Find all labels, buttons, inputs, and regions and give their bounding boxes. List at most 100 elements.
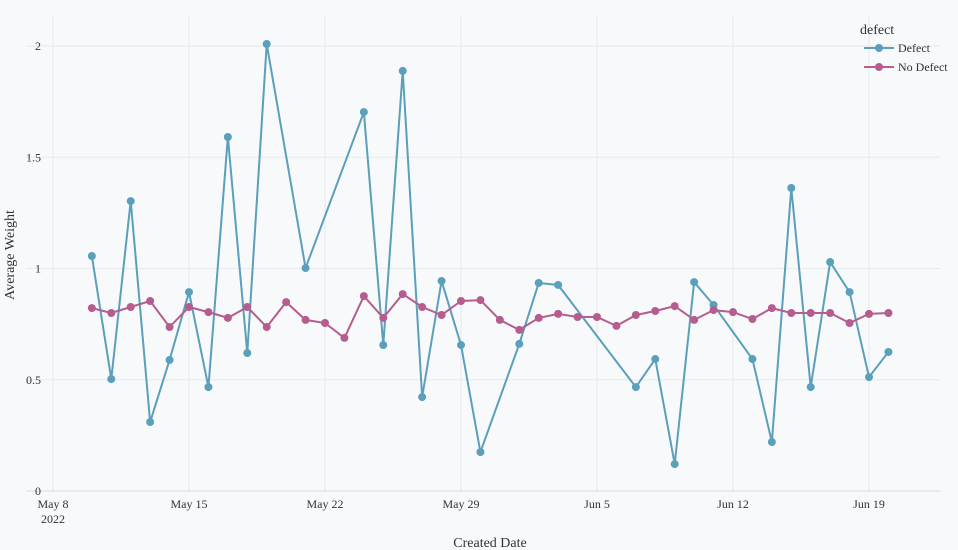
data-point-no-defect[interactable] bbox=[340, 333, 349, 342]
data-point-defect[interactable] bbox=[146, 418, 155, 427]
legend: defect Defect No Defect bbox=[860, 23, 948, 74]
data-point-defect[interactable] bbox=[418, 393, 427, 402]
data-point-no-defect[interactable] bbox=[457, 296, 465, 305]
x-tick-label: Jun 19 bbox=[853, 497, 885, 511]
data-point-no-defect[interactable] bbox=[87, 304, 96, 313]
data-point-no-defect[interactable] bbox=[534, 313, 543, 322]
data-point-no-defect[interactable] bbox=[437, 311, 446, 320]
data-point-no-defect[interactable] bbox=[787, 309, 796, 317]
data-point-no-defect[interactable] bbox=[709, 306, 718, 315]
data-point-defect[interactable] bbox=[534, 278, 543, 287]
data-point-defect[interactable] bbox=[223, 133, 232, 142]
data-point-no-defect[interactable] bbox=[204, 308, 213, 317]
data-point-defect[interactable] bbox=[359, 108, 368, 117]
data-point-defect[interactable] bbox=[126, 197, 135, 206]
data-point-no-defect[interactable] bbox=[612, 321, 621, 330]
data-point-no-defect[interactable] bbox=[767, 304, 776, 313]
data-point-defect[interactable] bbox=[301, 264, 310, 273]
data-point-defect[interactable] bbox=[515, 339, 524, 348]
data-point-defect[interactable] bbox=[845, 288, 854, 297]
x-tick-label: May 15 bbox=[171, 497, 208, 511]
data-point-defect[interactable] bbox=[884, 347, 893, 356]
data-point-no-defect[interactable] bbox=[748, 315, 757, 324]
y-tick-label: 1 bbox=[35, 262, 41, 276]
x-tick-label: Jun 5 bbox=[584, 497, 610, 511]
legend-label: No Defect bbox=[898, 60, 948, 74]
data-point-no-defect[interactable] bbox=[146, 296, 155, 305]
data-point-no-defect[interactable] bbox=[282, 298, 291, 307]
data-point-no-defect[interactable] bbox=[806, 309, 815, 317]
data-point-no-defect[interactable] bbox=[495, 315, 504, 324]
data-point-defect[interactable] bbox=[204, 383, 213, 392]
series-no-defect bbox=[87, 290, 893, 342]
data-point-no-defect[interactable] bbox=[476, 296, 485, 305]
series-line-no-defect bbox=[91, 292, 889, 340]
data-point-defect[interactable] bbox=[651, 355, 660, 364]
y-axis-ticks: 0 0.5 1 1.5 2 bbox=[26, 39, 41, 498]
data-point-no-defect[interactable] bbox=[826, 309, 835, 317]
series-layer bbox=[87, 39, 893, 469]
data-point-defect[interactable] bbox=[826, 258, 835, 267]
data-point-defect[interactable] bbox=[806, 383, 815, 392]
legend-marker bbox=[875, 44, 883, 52]
data-point-defect[interactable] bbox=[457, 341, 465, 350]
x-tick-label: Jun 12 bbox=[717, 497, 749, 511]
data-point-defect[interactable] bbox=[243, 349, 252, 358]
y-axis-title: Average Weight bbox=[3, 210, 18, 300]
legend-title: defect bbox=[860, 23, 894, 38]
data-point-no-defect[interactable] bbox=[379, 313, 388, 322]
data-point-no-defect[interactable] bbox=[865, 309, 873, 318]
data-point-defect[interactable] bbox=[379, 341, 388, 350]
data-point-no-defect[interactable] bbox=[729, 308, 737, 317]
data-point-defect[interactable] bbox=[865, 373, 873, 382]
data-point-no-defect[interactable] bbox=[398, 290, 407, 299]
data-point-defect[interactable] bbox=[748, 355, 757, 364]
data-point-no-defect[interactable] bbox=[223, 313, 232, 322]
data-point-no-defect[interactable] bbox=[690, 315, 699, 324]
data-point-defect[interactable] bbox=[690, 278, 699, 287]
x-axis-title: Created Date bbox=[453, 536, 526, 550]
data-point-no-defect[interactable] bbox=[554, 309, 563, 318]
data-point-no-defect[interactable] bbox=[845, 319, 854, 328]
data-point-defect[interactable] bbox=[262, 39, 271, 48]
data-point-no-defect[interactable] bbox=[301, 315, 310, 324]
data-point-no-defect[interactable] bbox=[262, 323, 271, 332]
data-point-no-defect[interactable] bbox=[321, 319, 329, 328]
data-point-no-defect[interactable] bbox=[107, 309, 116, 317]
data-point-no-defect[interactable] bbox=[243, 302, 252, 311]
legend-marker bbox=[875, 63, 883, 71]
data-point-no-defect[interactable] bbox=[126, 302, 135, 311]
data-point-no-defect[interactable] bbox=[418, 302, 427, 311]
data-point-no-defect[interactable] bbox=[593, 313, 601, 322]
data-point-no-defect[interactable] bbox=[651, 306, 660, 315]
legend-item-no-defect[interactable]: No Defect bbox=[864, 60, 948, 74]
data-point-no-defect[interactable] bbox=[631, 311, 640, 320]
data-point-no-defect[interactable] bbox=[185, 302, 193, 311]
data-point-defect[interactable] bbox=[767, 438, 776, 447]
data-point-defect[interactable] bbox=[631, 383, 640, 392]
data-point-defect[interactable] bbox=[107, 375, 116, 384]
data-point-no-defect[interactable] bbox=[884, 309, 893, 317]
data-point-defect[interactable] bbox=[87, 252, 96, 261]
data-point-defect[interactable] bbox=[437, 276, 446, 285]
data-point-defect[interactable] bbox=[185, 288, 193, 297]
y-tick-label: 0.5 bbox=[26, 373, 41, 387]
legend-label: Defect bbox=[898, 41, 931, 55]
data-point-no-defect[interactable] bbox=[359, 292, 368, 301]
data-point-defect[interactable] bbox=[165, 355, 174, 364]
data-point-defect[interactable] bbox=[554, 280, 563, 289]
legend-item-defect[interactable]: Defect bbox=[864, 41, 931, 55]
data-point-defect[interactable] bbox=[670, 460, 679, 469]
y-tick-label: 1.5 bbox=[26, 150, 41, 164]
y-tick-label: 2 bbox=[35, 39, 41, 53]
data-point-defect[interactable] bbox=[476, 448, 485, 457]
data-point-defect[interactable] bbox=[398, 66, 407, 75]
data-point-no-defect[interactable] bbox=[573, 313, 582, 322]
data-point-no-defect[interactable] bbox=[515, 325, 524, 334]
data-point-no-defect[interactable] bbox=[670, 302, 679, 311]
data-point-defect[interactable] bbox=[787, 183, 796, 192]
grid bbox=[26, 15, 940, 492]
data-point-no-defect[interactable] bbox=[165, 323, 174, 332]
